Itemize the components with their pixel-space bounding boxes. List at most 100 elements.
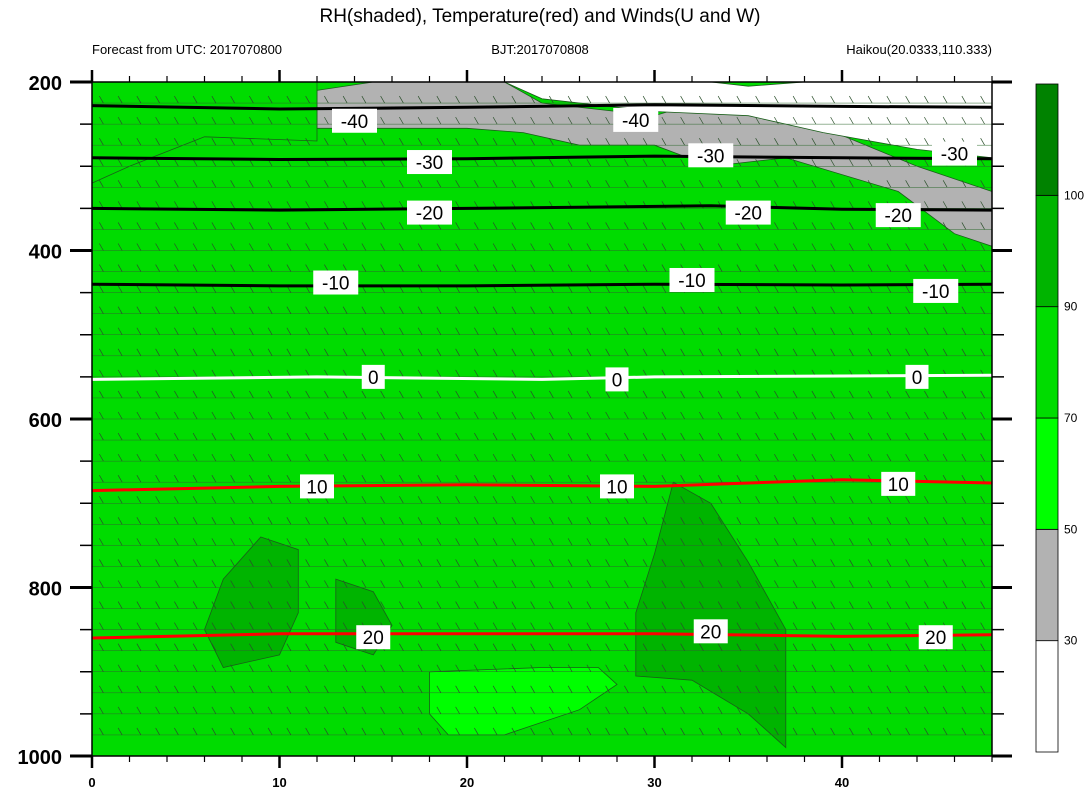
wind-barb xyxy=(830,285,835,293)
wind-barb xyxy=(755,706,760,715)
wind-barb xyxy=(492,411,498,420)
wind-barb xyxy=(174,116,179,125)
wind-barb xyxy=(399,390,404,399)
wind-barb xyxy=(736,348,742,356)
wind-barb xyxy=(399,643,404,651)
wind-barb xyxy=(961,453,967,462)
wind-barb xyxy=(774,159,779,167)
wind-barb xyxy=(417,138,423,146)
wind-barb xyxy=(811,222,817,230)
wind-barb xyxy=(736,517,742,525)
wind-barb xyxy=(849,116,854,125)
wind-barb xyxy=(624,264,629,272)
wind-barb xyxy=(961,580,967,588)
wind-barb xyxy=(455,222,460,230)
wind-barb xyxy=(755,138,760,146)
wind-barb xyxy=(305,116,310,125)
wind-barb xyxy=(99,390,104,399)
wind-barb xyxy=(905,643,910,651)
wind-barb xyxy=(886,243,892,251)
wind-barb xyxy=(961,622,967,630)
isotherm-line--10 xyxy=(91,282,993,288)
wind-barb xyxy=(436,243,442,251)
svg-text:-20: -20 xyxy=(885,206,912,227)
wind-barb xyxy=(342,580,348,588)
wind-barb xyxy=(380,95,385,104)
wind-barb xyxy=(399,496,404,504)
colorbar-box xyxy=(1035,306,1059,419)
wind-barb xyxy=(417,390,423,399)
wind-barb xyxy=(792,580,798,588)
wind-barb xyxy=(492,538,498,546)
wind-barb xyxy=(192,517,198,525)
wind-barb xyxy=(99,601,104,609)
wind-barb xyxy=(849,453,854,462)
svg-text:20: 20 xyxy=(925,628,946,649)
wind-barb xyxy=(717,685,723,693)
wind-barb xyxy=(530,706,535,715)
wind-barb xyxy=(511,475,517,483)
wind-barb xyxy=(642,517,648,525)
wind-barb xyxy=(436,727,442,736)
wind-barb xyxy=(867,496,873,504)
wind-barb xyxy=(436,664,442,672)
wind-barb xyxy=(849,685,854,693)
wind-barb xyxy=(249,453,254,462)
wind-barb xyxy=(99,95,104,104)
wind-barb xyxy=(736,243,742,251)
wind-barb xyxy=(942,496,948,504)
wind-barb xyxy=(474,222,479,230)
wind-barb xyxy=(211,243,217,251)
wind-barb xyxy=(211,201,217,209)
colorbar-box xyxy=(1035,194,1059,308)
wind-barb xyxy=(211,411,217,420)
wind-barb xyxy=(417,306,423,314)
wind-barb xyxy=(417,538,423,546)
wind-barb xyxy=(492,390,498,399)
wind-barb xyxy=(567,601,573,609)
svg-text:-40: -40 xyxy=(622,111,649,132)
wind-barb xyxy=(286,538,292,546)
wind-barb xyxy=(755,475,760,483)
wind-barb xyxy=(567,390,573,399)
wind-barb xyxy=(830,159,835,167)
wind-barb xyxy=(755,685,760,693)
wind-barb xyxy=(586,411,592,420)
wind-barb xyxy=(286,601,292,609)
wind-barb xyxy=(549,601,554,609)
wind-barb xyxy=(830,411,835,420)
wind-barb xyxy=(961,390,967,399)
wind-barb xyxy=(136,411,142,420)
wind-barb xyxy=(286,327,292,335)
wind-barb xyxy=(380,559,385,567)
wind-barb xyxy=(830,95,835,104)
wind-barb xyxy=(492,453,498,462)
wind-barb xyxy=(511,180,517,188)
isotherm-label-0: 0 xyxy=(361,364,385,389)
wind-barb xyxy=(717,601,723,609)
wind-barb xyxy=(117,390,123,399)
wind-barb xyxy=(286,95,292,104)
wind-barb xyxy=(680,390,685,399)
wind-barb xyxy=(380,327,385,335)
wind-barb xyxy=(717,475,723,483)
wind-barb xyxy=(867,327,873,335)
wind-barb xyxy=(530,727,535,736)
wind-barb xyxy=(361,727,367,736)
wind-barb xyxy=(549,327,554,335)
wind-barb xyxy=(211,222,217,230)
wind-barb xyxy=(849,496,854,504)
wind-barb xyxy=(511,390,517,399)
wind-barb xyxy=(267,517,273,525)
wind-barb xyxy=(924,306,929,314)
wind-barb xyxy=(455,411,460,420)
wind-barb xyxy=(136,496,142,504)
wind-barb xyxy=(755,264,760,272)
wind-barb xyxy=(417,496,423,504)
wind-barb xyxy=(886,411,892,420)
wind-barb xyxy=(380,453,385,462)
wind-barb xyxy=(249,306,254,314)
wind-barb xyxy=(267,706,273,715)
wind-barb xyxy=(624,95,629,104)
wind-barb xyxy=(567,664,573,672)
